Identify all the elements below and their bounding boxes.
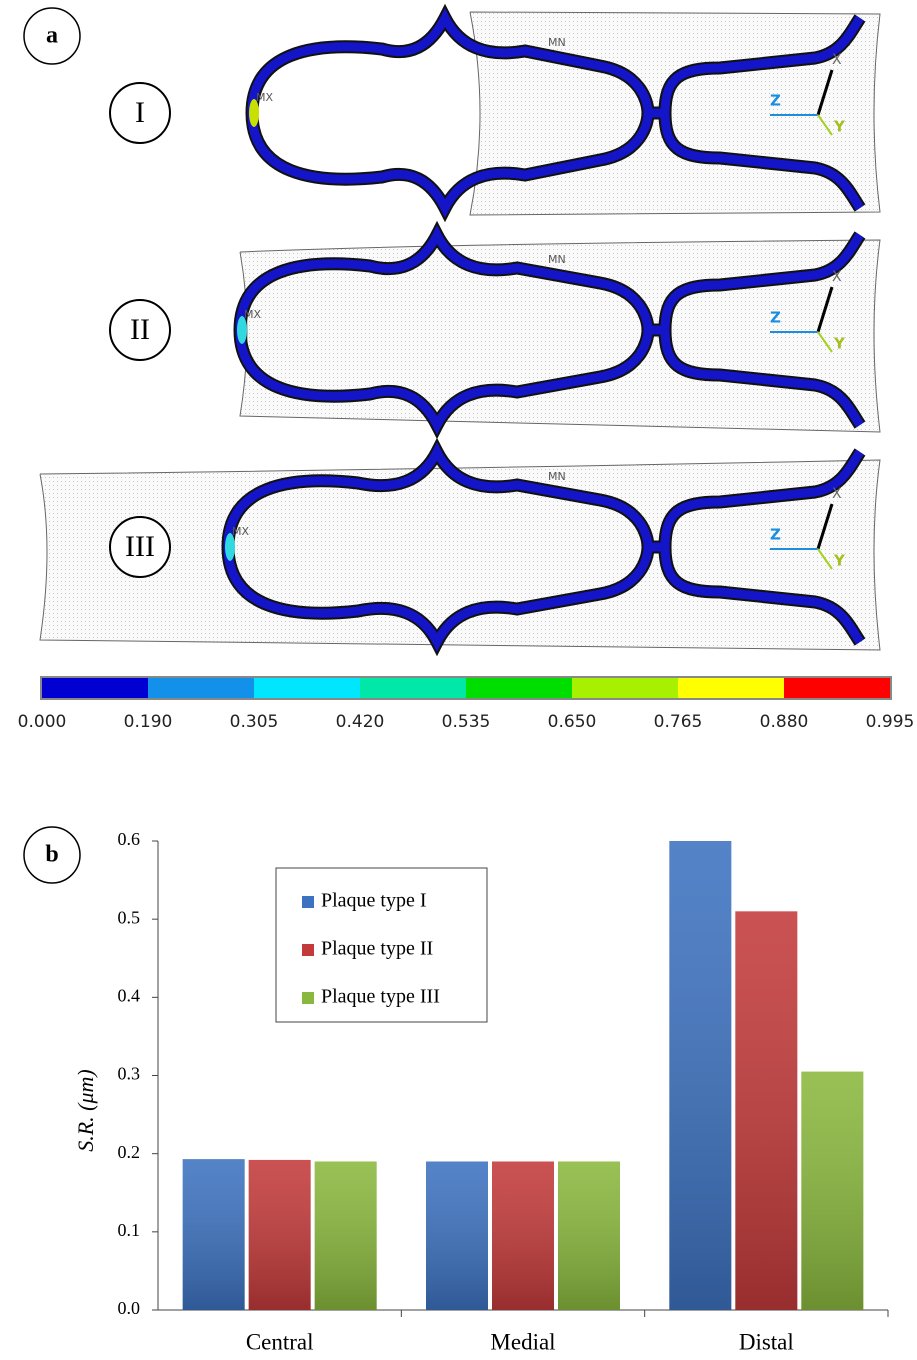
colorbar-segment xyxy=(254,678,360,698)
bar-shade xyxy=(735,911,797,1310)
axis-x-label: X xyxy=(832,52,842,68)
colorbar-tick-label: 0.880 xyxy=(760,712,809,732)
y-tick-label: 0.1 xyxy=(118,1220,141,1240)
row-label: I xyxy=(135,96,145,129)
axis-y-label: Y xyxy=(833,335,846,353)
x-tick-label: Distal xyxy=(739,1329,794,1354)
colorbar-segment xyxy=(42,678,148,698)
legend-label: Plaque type II xyxy=(321,938,433,960)
y-tick-label: 0.4 xyxy=(118,985,141,1005)
bar-shade xyxy=(492,1161,554,1310)
axis-y-label: Y xyxy=(833,552,846,570)
bar-shade xyxy=(315,1161,377,1310)
bar-shade xyxy=(426,1161,488,1310)
axis-y-label: Y xyxy=(833,118,846,136)
figure: a I MX MN X Z Y II MX MN X Z Y III MX MN X Z Y 0.000 0.190… xyxy=(0,0,917,1360)
bar-shade xyxy=(249,1160,311,1310)
axis-z-label: Z xyxy=(770,92,781,110)
colorbar-segment xyxy=(360,678,466,698)
max-marker: MX xyxy=(256,91,273,104)
x-tick-label: Central xyxy=(246,1329,314,1354)
bar-shade xyxy=(801,1072,863,1310)
panel-label: b xyxy=(45,842,58,868)
y-tick-label: 0.3 xyxy=(118,1064,141,1084)
axis-x-label: X xyxy=(832,269,842,285)
max-marker: MX xyxy=(232,525,249,538)
bar-chart: 0.0 0.1 0.2 0.3 0.4 0.5 0.6 S.R. (μm) Central Med… xyxy=(73,829,888,1354)
colorbar-segment xyxy=(678,678,784,698)
y-tick-label: 0.0 xyxy=(118,1298,141,1318)
x-tick-label: Medial xyxy=(490,1329,555,1354)
row-label: III xyxy=(125,530,155,563)
colorbar-tick-label: 0.535 xyxy=(442,712,491,732)
colorbar-segment xyxy=(572,678,678,698)
y-tick-label: 0.5 xyxy=(118,907,141,927)
colorbar-tick-label: 0.420 xyxy=(336,712,385,732)
colorbar-tick-label: 0.995 xyxy=(866,712,915,732)
colorbar-tick-label: 0.000 xyxy=(18,712,67,732)
axis-x-label: X xyxy=(832,486,842,502)
legend-label: Plaque type I xyxy=(321,890,427,912)
colorbar-segment xyxy=(784,678,890,698)
legend-swatch xyxy=(302,944,314,956)
colorbar-segment xyxy=(148,678,254,698)
y-tick-label: 0.2 xyxy=(118,1142,141,1162)
axis-z-label: Z xyxy=(770,309,781,327)
legend-swatch xyxy=(302,896,314,908)
axis-z-label: Z xyxy=(770,526,781,544)
colorbar: 0.000 0.190 0.305 0.420 0.535 0.650 0.765 0.880… xyxy=(18,676,915,732)
min-marker: MN xyxy=(548,470,566,483)
legend-label: Plaque type III xyxy=(321,986,440,1008)
stent-rows: I MX MN X Z Y II MX MN X Z Y III MX MN X Z Y xyxy=(40,12,880,650)
colorbar-tick-label: 0.650 xyxy=(548,712,597,732)
colorbar-tick-label: 0.765 xyxy=(654,712,703,732)
legend-swatch xyxy=(302,992,314,1004)
bar-shade xyxy=(669,841,731,1310)
y-axis-title: S.R. (μm) xyxy=(73,1069,98,1152)
min-marker: MN xyxy=(548,36,566,49)
bar-shade xyxy=(183,1159,245,1310)
row-label: II xyxy=(130,313,150,346)
max-marker: MX xyxy=(244,308,261,321)
y-tick-label: 0.6 xyxy=(118,829,141,849)
colorbar-tick-label: 0.190 xyxy=(124,712,173,732)
bar-shade xyxy=(558,1161,620,1310)
colorbar-tick-label: 0.305 xyxy=(230,712,279,732)
colorbar-segment xyxy=(466,678,572,698)
panel-label: a xyxy=(46,23,58,49)
min-marker: MN xyxy=(548,253,566,266)
